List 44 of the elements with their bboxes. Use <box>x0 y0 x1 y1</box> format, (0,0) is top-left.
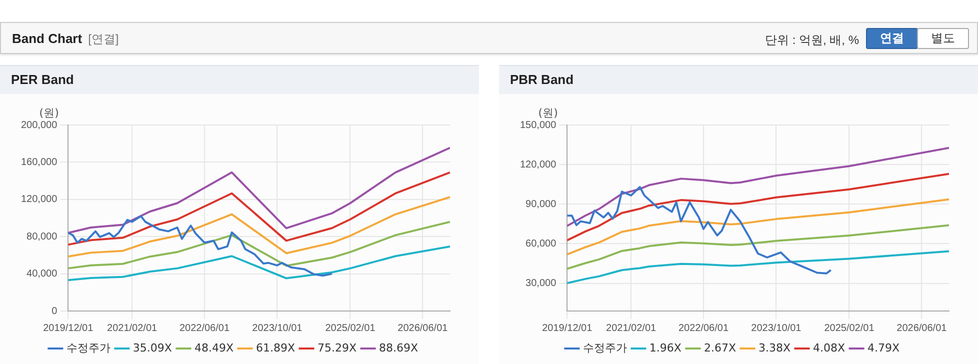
y-tick-label: 160,000 <box>20 156 58 168</box>
legend-label: 48.49X <box>194 341 234 354</box>
y-tick-label: 150,000 <box>520 120 557 131</box>
text: [연결] <box>88 32 119 46</box>
x-tick-label: 2023/10/01 <box>751 322 802 334</box>
text: 별도 <box>917 28 969 49</box>
legend-label: 수정주가 <box>582 341 627 354</box>
x-tick-label: 2022/06/01 <box>678 322 729 334</box>
y-tick-label: 200,000 <box>20 120 58 131</box>
legend-label: 2.67X <box>704 341 736 354</box>
legend-label: 35.09X <box>132 341 172 354</box>
y-tick-label: 0 <box>52 306 58 317</box>
y-axis-title: (원) <box>39 106 59 120</box>
y-tick-label: 30,000 <box>526 278 557 290</box>
text: 연결 <box>866 28 918 49</box>
y-tick-label: 90,000 <box>526 198 557 210</box>
legend-label: 61.89X <box>256 341 296 354</box>
text: Band Chart <box>12 31 82 46</box>
legend-label: 1.96X <box>649 341 682 354</box>
legend-label: 75.29X <box>318 341 358 354</box>
legend-label: 수정주가 <box>66 341 110 354</box>
legend-label: 3.38X <box>758 341 791 354</box>
y-axis-title: (원) <box>538 106 558 120</box>
x-tick-label: 2019/12/01 <box>43 322 94 334</box>
chart-title: PER Band <box>0 65 479 94</box>
x-tick-label: 2026/06/01 <box>896 322 948 334</box>
x-tick-label: 2019/12/01 <box>542 322 593 334</box>
legend-label: 4.08X <box>813 341 846 354</box>
x-tick-label: 2025/02/01 <box>325 322 376 334</box>
x-tick-label: 2026/06/01 <box>398 322 448 334</box>
y-tick-label: 60,000 <box>526 238 557 250</box>
y-tick-label: 120,000 <box>20 194 58 206</box>
legend-label: 4.79X <box>868 341 900 354</box>
y-tick-label: 40,000 <box>26 268 58 280</box>
y-tick-label: 80,000 <box>26 231 58 242</box>
chart-title: PBR Band <box>499 65 978 94</box>
x-tick-label: 2021/02/01 <box>606 322 657 334</box>
y-tick-label: 120,000 <box>520 159 557 170</box>
x-tick-label: 2025/02/01 <box>824 322 875 334</box>
legend-label: 88.69X <box>379 341 419 354</box>
text: 단위 : 억원, 배, % <box>764 32 859 49</box>
x-tick-label: 2023/10/01 <box>252 322 303 334</box>
x-tick-label: 2021/02/01 <box>107 322 158 334</box>
x-tick-label: 2022/06/01 <box>179 322 230 334</box>
